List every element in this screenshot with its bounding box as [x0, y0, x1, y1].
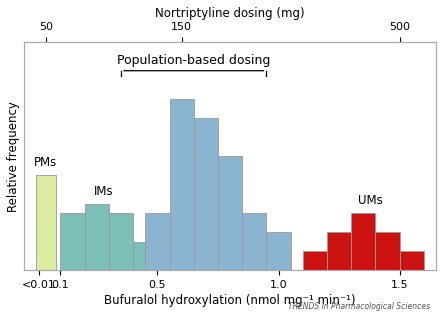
- Y-axis label: Relative frequency: Relative frequency: [7, 101, 20, 212]
- Bar: [376, 232, 400, 270]
- Bar: [242, 213, 266, 270]
- Bar: [351, 213, 376, 270]
- Bar: [36, 175, 56, 270]
- Bar: [303, 251, 327, 270]
- Text: UMs: UMs: [358, 194, 383, 208]
- Bar: [109, 213, 133, 270]
- Text: Population-based dosing: Population-based dosing: [117, 54, 270, 67]
- Text: TRENDS in Pharmacological Sciences: TRENDS in Pharmacological Sciences: [288, 302, 430, 311]
- Bar: [85, 204, 109, 270]
- Bar: [327, 232, 351, 270]
- Bar: [60, 213, 85, 270]
- Bar: [133, 242, 157, 270]
- Bar: [266, 232, 291, 270]
- Bar: [170, 99, 194, 270]
- Text: PMs: PMs: [34, 156, 58, 170]
- X-axis label: Bufuralol hydroxylation (nmol mg⁻¹ min⁻¹): Bufuralol hydroxylation (nmol mg⁻¹ min⁻¹…: [104, 294, 356, 307]
- Text: IMs: IMs: [94, 185, 114, 198]
- Bar: [194, 118, 218, 270]
- Bar: [218, 156, 242, 270]
- Bar: [400, 251, 424, 270]
- X-axis label: Nortriptyline dosing (mg): Nortriptyline dosing (mg): [155, 7, 305, 20]
- Bar: [145, 213, 170, 270]
